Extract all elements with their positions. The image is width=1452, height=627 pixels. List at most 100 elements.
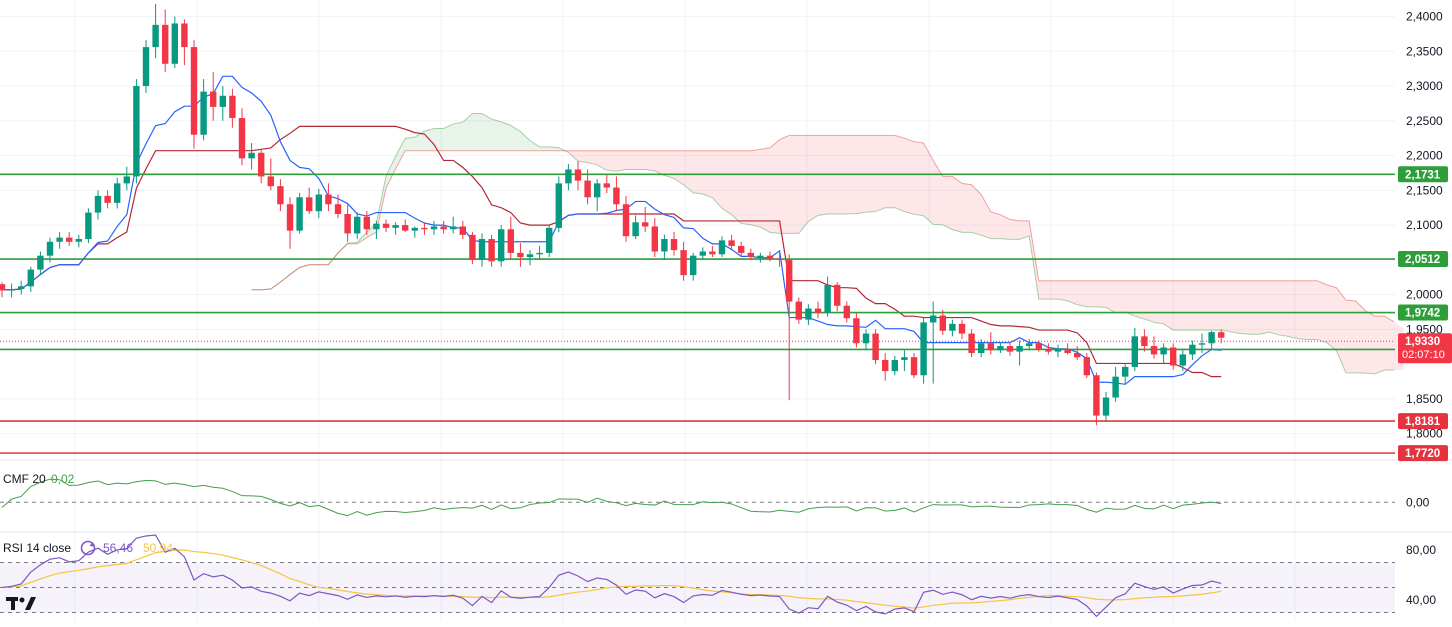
cloud-segment xyxy=(1048,280,1058,300)
candle-body xyxy=(27,269,34,287)
candle-body xyxy=(114,183,121,203)
cloud-segment xyxy=(578,150,588,163)
candle-body xyxy=(1208,332,1215,344)
logo-dot xyxy=(19,597,25,603)
candle-body xyxy=(382,223,390,228)
candle-body xyxy=(536,252,543,255)
cloud-segment xyxy=(587,150,598,165)
refresh-icon[interactable] xyxy=(80,540,96,556)
cloud-segment xyxy=(1278,280,1289,337)
cloud-segment xyxy=(443,123,454,151)
level-badge xyxy=(1398,413,1448,430)
cloud-segment xyxy=(1096,280,1106,308)
cloud-segment xyxy=(760,147,770,233)
tradingview-logo xyxy=(6,597,36,610)
candle-body xyxy=(1006,346,1014,352)
candle-body xyxy=(210,91,217,107)
cloud-segment xyxy=(1134,280,1145,319)
candle-body xyxy=(229,95,236,119)
candle-body xyxy=(718,240,726,255)
candle-body xyxy=(920,322,927,376)
cloud-segment xyxy=(1192,280,1202,331)
cloud-segment xyxy=(491,119,502,151)
cloud-segment xyxy=(952,176,962,233)
candle-body xyxy=(766,255,774,259)
cloud-segment xyxy=(818,135,828,216)
cloud-segment xyxy=(549,146,559,151)
candle-body xyxy=(123,176,130,184)
candle-body xyxy=(613,187,620,205)
candle-body xyxy=(690,255,697,276)
rsi-pane xyxy=(0,534,1395,618)
candle-body xyxy=(238,118,246,159)
cloud-segment xyxy=(1029,220,1039,300)
cloud-segment xyxy=(1355,300,1366,374)
candle-body xyxy=(517,252,524,258)
countdown-label: 02:07:10 xyxy=(1402,349,1445,361)
candle-body xyxy=(66,237,73,242)
level-badge-label: 1,7720 xyxy=(1405,448,1440,460)
candle-body xyxy=(190,47,198,135)
cloud-segment xyxy=(501,121,511,151)
price-tick-label: 2,0000 xyxy=(1406,288,1443,302)
cloud-segment xyxy=(1106,280,1116,313)
cloud-segment xyxy=(1230,280,1241,334)
level-badge xyxy=(1398,166,1448,183)
candle-body xyxy=(978,343,985,354)
candle-body xyxy=(651,226,658,252)
candle-body xyxy=(709,251,716,255)
candle-body xyxy=(1064,348,1071,354)
cloud-segment xyxy=(1221,280,1231,332)
price-tick-label: 1,8500 xyxy=(1406,392,1443,406)
candle-body xyxy=(1131,336,1138,367)
logo-slash xyxy=(25,597,36,610)
candle-body xyxy=(843,305,850,319)
cmf-legend-title: CMF 20 xyxy=(3,472,46,486)
cloud-segment xyxy=(482,113,492,151)
candle-body xyxy=(181,23,188,48)
cloud-segment xyxy=(914,141,924,216)
cloud-segment xyxy=(654,150,665,176)
candle-body xyxy=(94,195,102,213)
cloud-segment xyxy=(1144,280,1154,323)
candle-body xyxy=(354,216,361,234)
candle-body xyxy=(296,197,303,231)
candle-body xyxy=(1150,346,1158,355)
cloud-segment xyxy=(626,150,636,170)
cloud-segment xyxy=(1163,280,1174,331)
kijun-sen-line xyxy=(2,125,1222,378)
cloud-segment xyxy=(1336,287,1346,373)
cloud-segment xyxy=(347,242,358,244)
candle-body xyxy=(901,357,908,360)
candle-body xyxy=(315,194,322,212)
candle-body xyxy=(1179,354,1186,366)
candle-body xyxy=(574,169,582,181)
cloud-segment xyxy=(722,150,732,215)
candle-body xyxy=(430,226,438,230)
rsi-ma-legend-value: 50,94 xyxy=(143,541,173,555)
level-badge xyxy=(1398,445,1448,462)
cloud-segment xyxy=(405,137,415,151)
price-tick-label: 2,2000 xyxy=(1406,149,1443,163)
candle-body xyxy=(46,241,54,256)
cloud-segment xyxy=(664,150,674,179)
cmf-legend-value: 0,02 xyxy=(51,472,75,486)
cloud-segment xyxy=(1288,280,1298,339)
candle-body xyxy=(747,252,754,258)
cloud-segment xyxy=(1000,214,1010,240)
cloud-segment xyxy=(1374,316,1385,374)
candle-body xyxy=(258,152,265,177)
candle-body xyxy=(1170,347,1177,366)
candle-body xyxy=(814,308,822,313)
price-tick-label: 1,9500 xyxy=(1406,322,1443,336)
cloud-segment xyxy=(1125,280,1135,317)
cloud-segment xyxy=(1173,280,1183,331)
price-tick-label: 2,2500 xyxy=(1406,114,1443,128)
ichimoku-cloud xyxy=(251,113,1404,375)
candle-body xyxy=(622,204,630,237)
cloud-segment xyxy=(530,140,540,151)
candle-body xyxy=(584,180,591,198)
